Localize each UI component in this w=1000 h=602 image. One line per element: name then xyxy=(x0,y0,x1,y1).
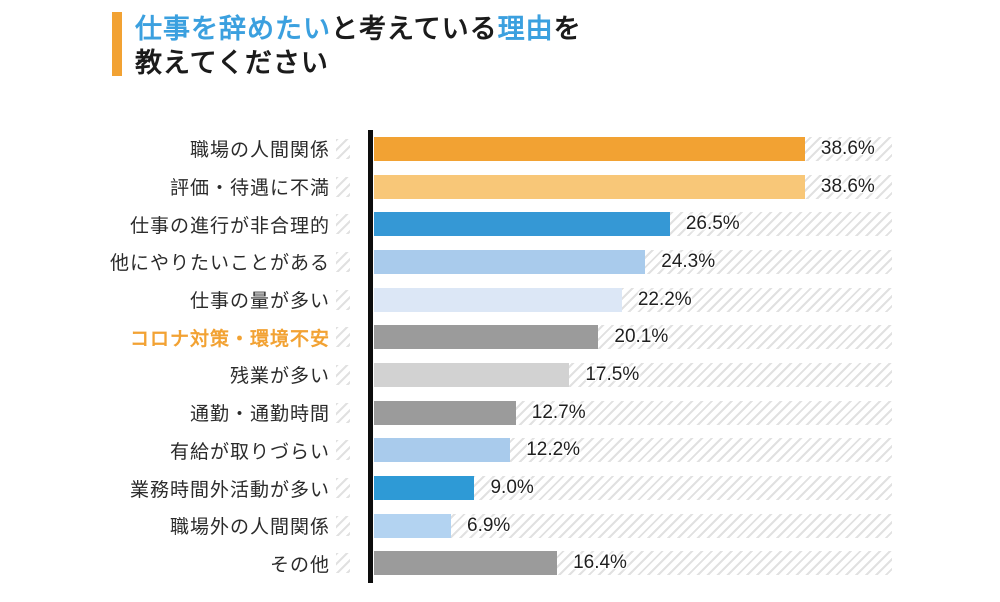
label-hatch-swatch xyxy=(336,251,350,272)
bar xyxy=(374,287,622,312)
bar-track: 22.2% xyxy=(374,287,892,312)
value-label: 16.4% xyxy=(573,552,627,574)
category-label: その他 xyxy=(269,554,330,576)
category-label: 他にやりたいことがある xyxy=(109,253,330,275)
label-hatch-swatch xyxy=(336,553,350,574)
value-label: 6.9% xyxy=(467,514,511,536)
label-hatch-swatch xyxy=(336,214,350,235)
bar-track: 12.2% xyxy=(374,438,892,463)
value-label: 17.5% xyxy=(585,363,640,385)
label-hatch-swatch xyxy=(336,515,350,536)
chart-row: 仕事の量が多い 22.2% xyxy=(100,281,892,319)
title-segment: 理由 xyxy=(497,14,554,44)
chart-row: 残業が多い 17.5% xyxy=(100,356,892,394)
chart-row: 業務時間外活動が多い 9.0% xyxy=(100,469,892,507)
category-label: 職場の人間関係 xyxy=(189,140,330,162)
title-line-2: 教えてください xyxy=(135,48,329,78)
category-label: 仕事の量が多い xyxy=(189,291,330,313)
bar xyxy=(374,400,516,425)
chart-row: 評価・待遇に不満 38.6% xyxy=(100,168,892,206)
title-accent-bar xyxy=(112,12,122,76)
bar-track: 38.6% xyxy=(374,174,892,199)
chart-rows: 職場の人間関係 38.6% 評価・待遇に不満 38.6% 仕事の進行が非合理的 26.5%… xyxy=(100,130,892,582)
bar-track: 24.3% xyxy=(374,249,892,274)
axis-line xyxy=(368,130,373,583)
bar-chart: 職場の人間関係 38.6% 評価・待遇に不満 38.6% 仕事の進行が非合理的 26.5%… xyxy=(0,130,1000,584)
bar-track: 6.9% xyxy=(374,513,892,538)
title-segment: を xyxy=(553,14,582,44)
chart-row: 仕事の進行が非合理的 26.5% xyxy=(100,205,892,243)
label-hatch-swatch xyxy=(336,176,350,197)
category-label: 業務時間外活動が多い xyxy=(129,479,330,501)
category-label: 有給が取りづらい xyxy=(169,441,330,463)
label-hatch-swatch xyxy=(336,402,350,423)
value-label: 24.3% xyxy=(661,250,716,272)
page-title: 仕事を辞めたいと考えている理由を 教えてください xyxy=(135,12,582,80)
chart-row: 職場外の人間関係 6.9% xyxy=(100,507,892,545)
value-label: 26.5% xyxy=(685,213,740,235)
bar-track: 20.1% xyxy=(374,325,892,350)
value-label: 12.2% xyxy=(526,439,581,461)
category-label: コロナ対策・環境不安 xyxy=(129,328,330,350)
title-line-1: 仕事を辞めたいと考えている理由を xyxy=(135,14,582,44)
label-hatch-swatch xyxy=(336,289,350,310)
label-hatch-swatch xyxy=(336,364,350,385)
label-hatch-swatch xyxy=(336,440,350,461)
bar xyxy=(374,249,646,274)
bar-track: 16.4% xyxy=(374,551,892,576)
label-hatch-swatch xyxy=(336,138,350,159)
bar xyxy=(374,438,511,463)
bar-track: 9.0% xyxy=(374,476,892,501)
chart-row: 通勤・通勤時間 12.7% xyxy=(100,394,892,432)
bar xyxy=(374,476,475,501)
chart-row: その他 16.4% xyxy=(100,545,892,583)
bar-track: 26.5% xyxy=(374,212,892,237)
category-label: 職場外の人間関係 xyxy=(169,517,330,539)
category-label: 残業が多い xyxy=(229,366,330,388)
bar xyxy=(374,362,570,387)
chart-row: 有給が取りづらい 12.2% xyxy=(100,432,892,470)
bar xyxy=(374,551,558,576)
category-label: 評価・待遇に不満 xyxy=(169,178,330,200)
title-segment: 仕事を辞めたい xyxy=(135,14,331,44)
bar xyxy=(374,212,670,237)
category-label: 通勤・通勤時間 xyxy=(189,404,330,426)
value-label: 9.0% xyxy=(490,477,534,499)
value-label: 12.7% xyxy=(531,401,586,423)
bar xyxy=(374,325,599,350)
title-segment: と考えている xyxy=(331,14,498,44)
chart-row: 他にやりたいことがある 24.3% xyxy=(100,243,892,281)
value-label: 20.1% xyxy=(614,326,669,348)
value-label: 22.2% xyxy=(637,288,692,310)
bar-track: 17.5% xyxy=(374,362,892,387)
label-hatch-swatch xyxy=(336,327,350,348)
category-label: 仕事の進行が非合理的 xyxy=(129,215,330,237)
chart-row: 職場の人間関係 38.6% xyxy=(100,130,892,168)
title-block: 仕事を辞めたいと考えている理由を 教えてください xyxy=(112,12,582,80)
bar xyxy=(374,513,452,538)
bar-track: 12.7% xyxy=(374,400,892,425)
bar-track: 38.6% xyxy=(374,136,892,161)
value-label: 38.6% xyxy=(820,175,875,197)
label-hatch-swatch xyxy=(336,478,350,499)
value-label: 38.6% xyxy=(820,137,875,159)
bar xyxy=(374,136,805,161)
chart-row: コロナ対策・環境不安 20.1% xyxy=(100,318,892,356)
bar xyxy=(374,174,805,199)
